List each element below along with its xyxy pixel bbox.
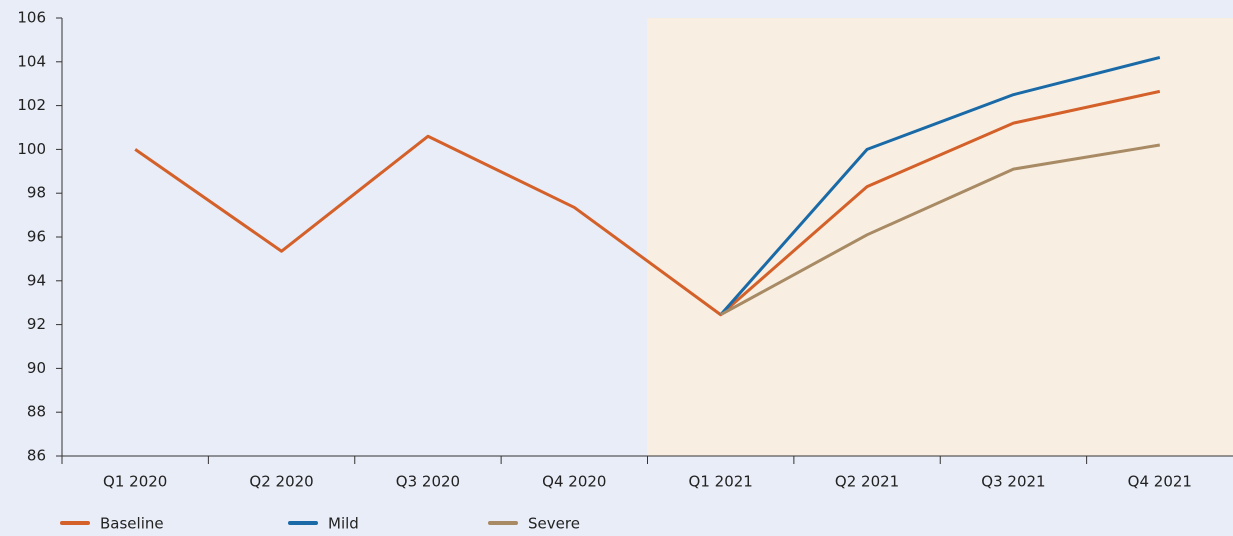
forecast-shade — [647, 18, 1233, 456]
y-tick-label: 100 — [17, 140, 46, 158]
legend-label: Baseline — [100, 515, 164, 533]
x-tick-label: Q2 2021 — [835, 473, 899, 491]
y-tick-label: 94 — [27, 271, 46, 289]
series-line — [134, 89, 1161, 317]
y-tick-label: 98 — [27, 184, 46, 202]
y-tick-label: 88 — [27, 403, 46, 421]
y-tick-label: 92 — [27, 315, 46, 333]
y-tick-label: 86 — [27, 447, 46, 465]
x-tick-label: Q1 2021 — [689, 473, 753, 491]
x-tick-label: Q4 2021 — [1128, 473, 1192, 491]
x-tick-label: Q3 2020 — [396, 473, 460, 491]
x-tick-label: Q3 2021 — [981, 473, 1045, 491]
y-tick-label: 96 — [27, 228, 46, 246]
x-tick-label: Q2 2020 — [249, 473, 313, 491]
y-tick-label: 90 — [27, 359, 46, 377]
legend-label: Severe — [528, 515, 580, 533]
x-tick-label: Q4 2020 — [542, 473, 606, 491]
x-tick-label: Q1 2020 — [103, 473, 167, 491]
y-tick-label: 106 — [17, 9, 46, 27]
series-line — [719, 55, 1161, 316]
y-tick-label: 102 — [17, 96, 46, 114]
series-line — [719, 143, 1161, 317]
y-tick-label: 104 — [17, 52, 46, 70]
legend-label: Mild — [328, 515, 359, 533]
